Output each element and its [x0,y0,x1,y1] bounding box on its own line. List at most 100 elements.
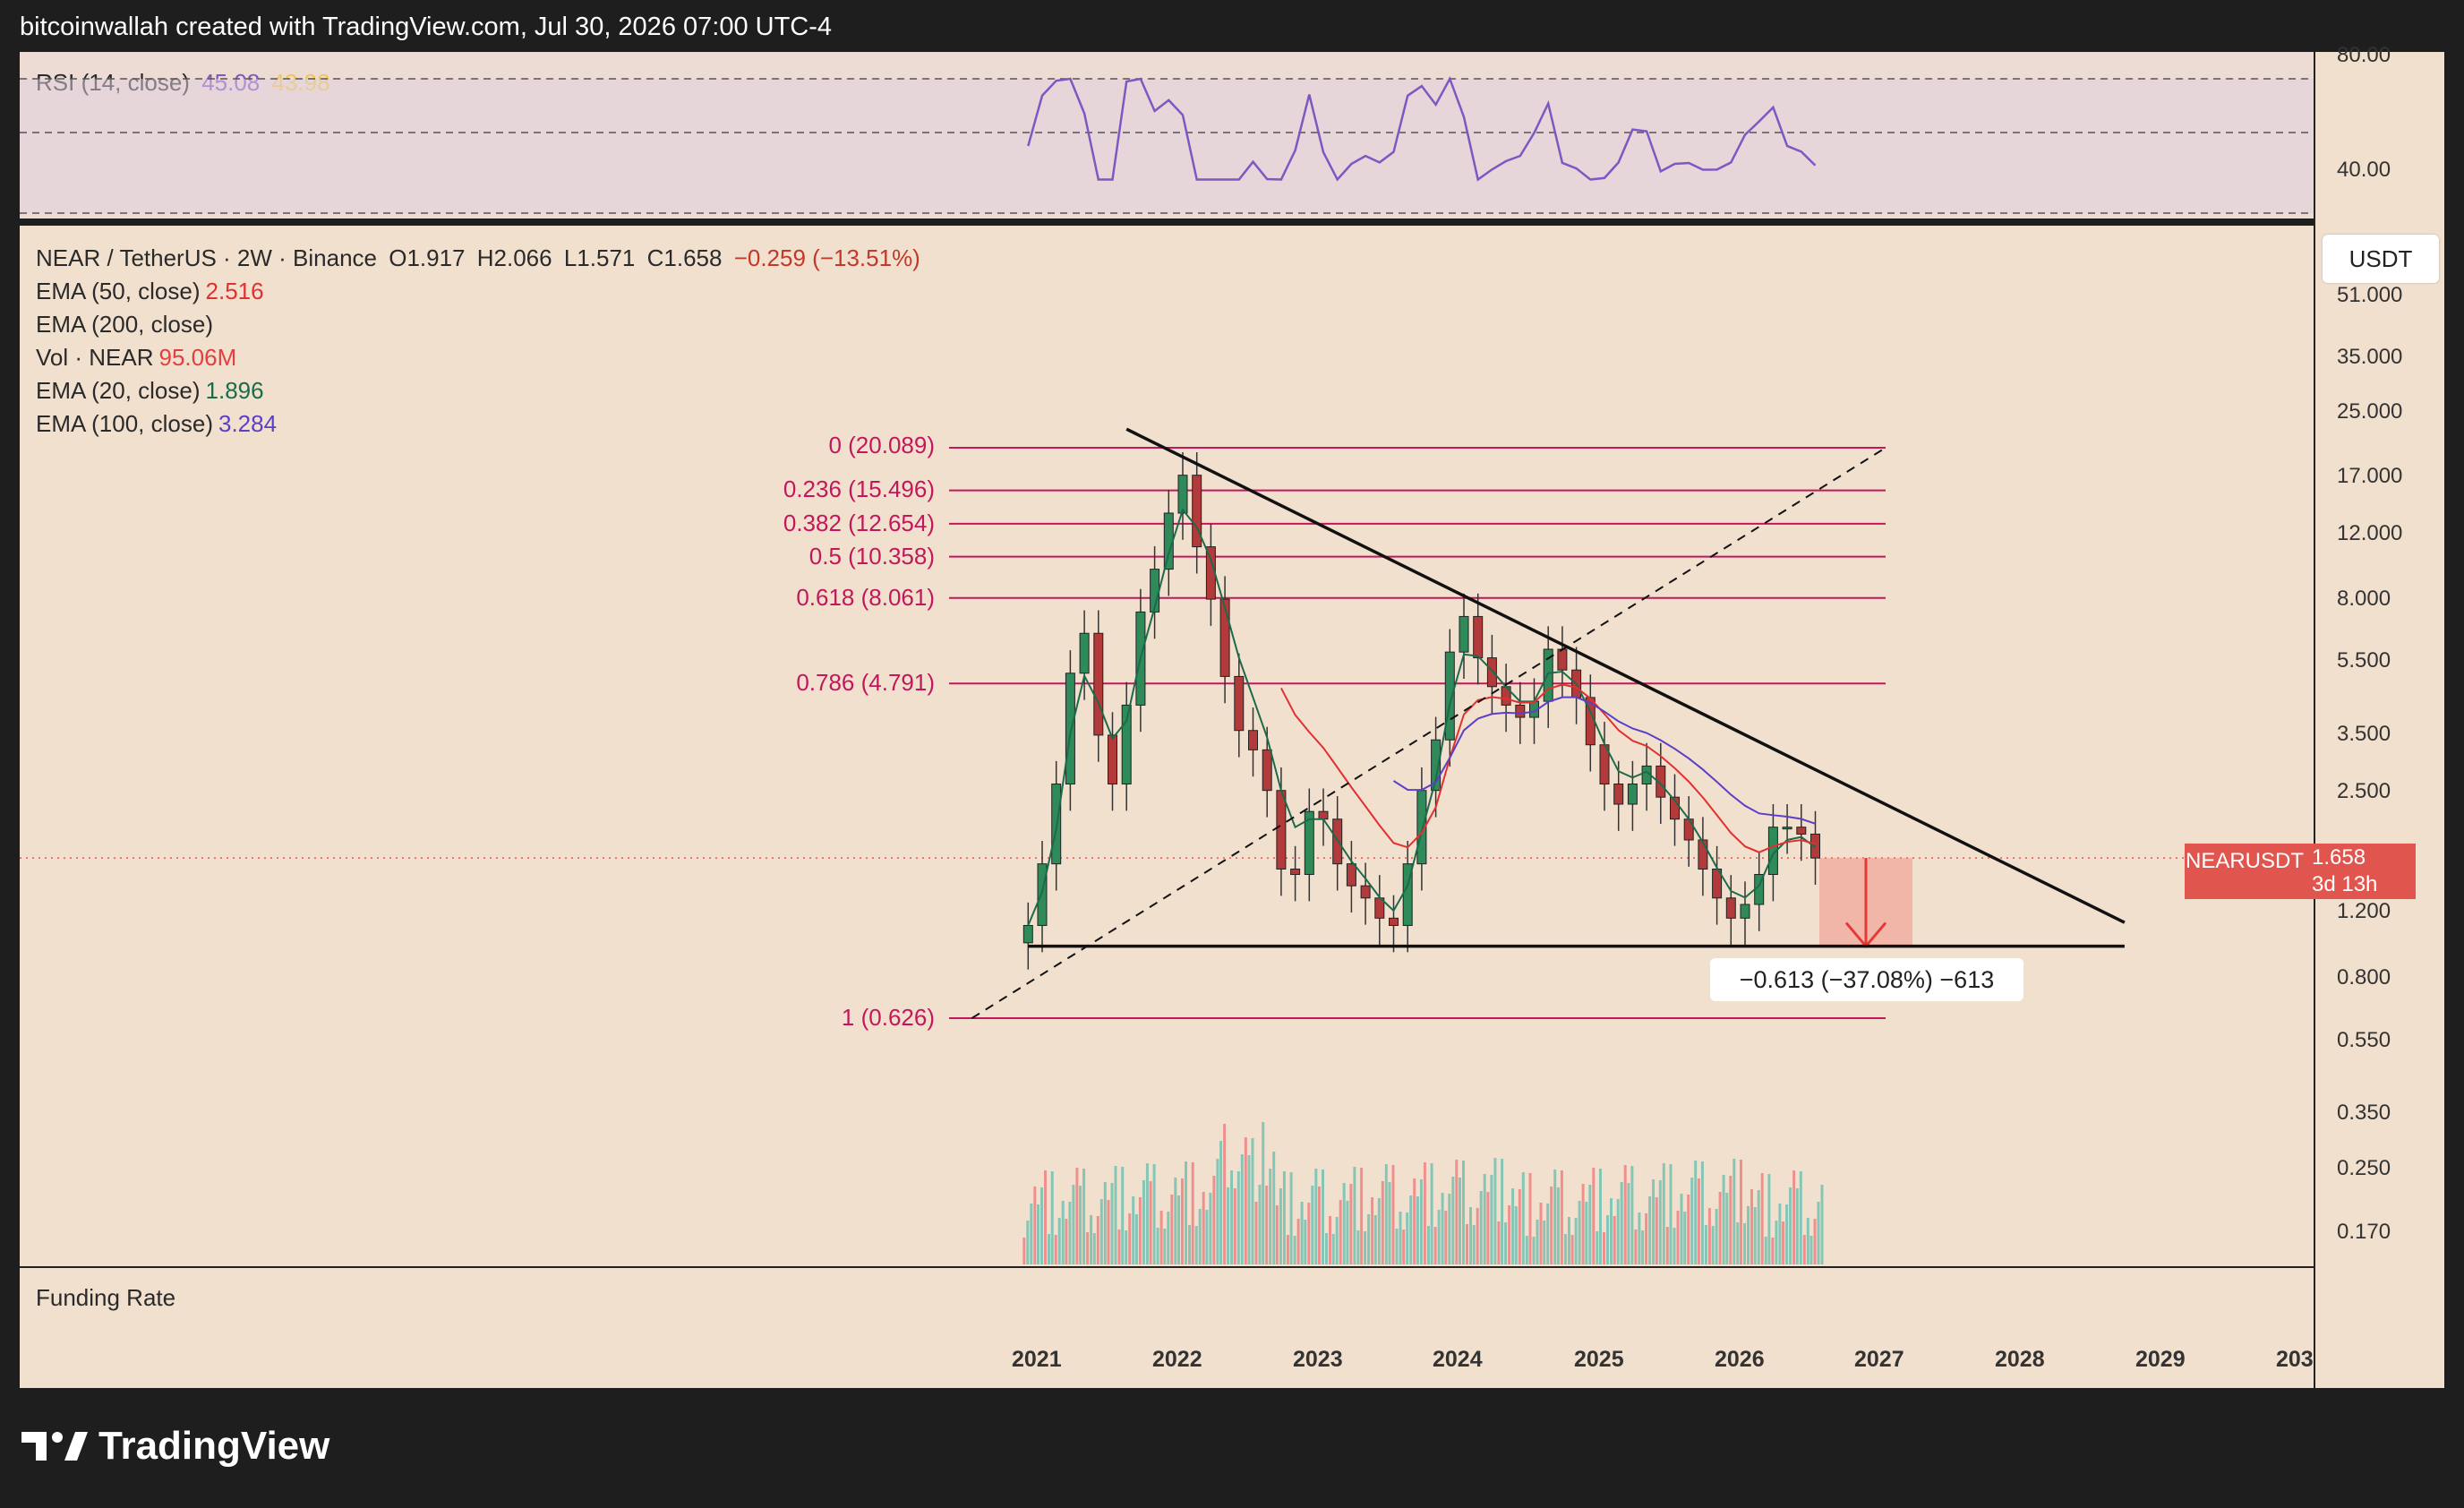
volume-bar [1764,1237,1767,1264]
volume-bar [1413,1178,1416,1264]
price-pane[interactable] [20,226,2314,1266]
volume-bar [1395,1229,1399,1264]
volume-bar [1459,1178,1461,1264]
candle-body [1486,657,1497,688]
legend-ema200[interactable]: EMA (200, close) [36,308,920,341]
volume-bar [1610,1198,1613,1264]
volume-bar [1240,1154,1244,1264]
volume-bar [1694,1161,1698,1264]
volume-bar [1416,1196,1419,1264]
candle-body [1473,615,1484,659]
volume-bar [1335,1217,1339,1264]
volume-bar [1377,1198,1381,1264]
volume-bar [1092,1233,1096,1264]
volume-bar [1433,1227,1437,1264]
volume-bar [1479,1191,1483,1264]
volume-bar [1707,1208,1711,1264]
fib-label-05: 0.5 (10.358) [808,543,935,570]
volume-bar [1638,1212,1641,1264]
volume-bar [1462,1161,1465,1264]
volume-bar [1718,1192,1722,1264]
legend-ema20[interactable]: EMA (20, close) 1.896 [36,374,920,407]
volume-bar [1588,1185,1592,1264]
volume-bar [1322,1170,1324,1264]
candle-body [1290,868,1301,876]
candle-body [1177,475,1188,514]
volume-bar [1736,1222,1740,1264]
volume-bar [1525,1236,1528,1264]
volume-bar [1648,1196,1652,1264]
volume-bar [1275,1205,1279,1264]
candle-body [1346,863,1356,887]
price-tick: 3.500 [2337,722,2391,746]
tradingview-logo-icon [21,1432,88,1461]
fib-label-1: 1 (0.626) [841,1004,935,1031]
volume-bar [1156,1228,1159,1264]
pane-separator[interactable] [20,218,2443,226]
volume-bar [1289,1172,1293,1264]
volume-bar [1325,1233,1328,1264]
currency-button[interactable]: USDT [2323,235,2439,283]
time-tick: 2021 [1012,1347,1062,1372]
time-axis[interactable] [20,1334,2314,1388]
volume-bar [1269,1169,1272,1264]
price-tick: 5.500 [2337,648,2391,673]
volume-bar [1128,1213,1132,1264]
time-tick: 2023 [1293,1347,1343,1372]
volume-bar [1616,1199,1620,1264]
volume-bar [1743,1223,1746,1264]
volume-bar [1455,1160,1459,1264]
volume-bar [1676,1211,1680,1264]
volume-bar [1563,1234,1567,1264]
volume-bar [1466,1224,1468,1264]
legend-ema100[interactable]: EMA (100, close) 3.284 [36,407,920,441]
candle-body [1670,796,1680,820]
volume-bar [1606,1215,1609,1264]
volume-bar [1096,1216,1099,1264]
volume-bar [1476,1208,1479,1264]
volume-bar [1072,1185,1075,1264]
fib-label-0382: 0.382 (12.654) [783,510,935,536]
volume-bar [1026,1221,1030,1264]
volume-bar [1546,1204,1550,1264]
volume-bar [1504,1222,1508,1264]
main-legend: NEAR / TetherUS · 2W · Binance O1.917 H2… [36,242,920,441]
volume-bar [1687,1195,1690,1264]
time-tick: 2024 [1433,1347,1483,1372]
volume-bar [1314,1169,1318,1264]
volume-bar [1384,1164,1388,1264]
legend-symbol: NEAR / TetherUS · 2W · Binance [36,244,377,271]
volume-bar [1346,1201,1349,1264]
legend-close: C1.658 [646,244,723,271]
volume-bar [1528,1173,1532,1264]
volume-bar [1086,1232,1090,1264]
tradingview-logo[interactable]: TradingView [21,1424,329,1469]
legend-ema200-label: EMA (200, close) [36,311,213,338]
volume-bar [1690,1178,1694,1264]
volume-bar [1514,1206,1518,1264]
candle-body [1262,749,1272,792]
volume-bar [1364,1231,1367,1264]
volume-bar [1402,1230,1406,1264]
legend-volume[interactable]: Vol · NEAR 95.06M [36,341,920,374]
volume-bar [1181,1178,1184,1264]
volume-bar [1817,1202,1820,1264]
volume-bar [1543,1221,1546,1264]
volume-bar [1753,1207,1757,1264]
volume-bar [1068,1202,1072,1264]
volume-bar [1247,1155,1251,1264]
legend-ema50-label: EMA (50, close) [36,278,201,304]
candle-body [1627,783,1638,805]
legend-ema50[interactable]: EMA (50, close) 2.516 [36,275,920,308]
volume-bar [1279,1188,1282,1264]
legend-volume-label: Vol · NEAR [36,344,154,371]
time-tick: 2022 [1152,1347,1202,1372]
price-tick: 35.000 [2337,345,2403,369]
volume-bar [1360,1168,1364,1264]
candle-body [1459,615,1469,653]
volume-bar [1125,1230,1128,1264]
time-tick: 2026 [1715,1347,1765,1372]
volume-bar [1349,1184,1353,1264]
price-tick: 2.500 [2337,779,2391,803]
